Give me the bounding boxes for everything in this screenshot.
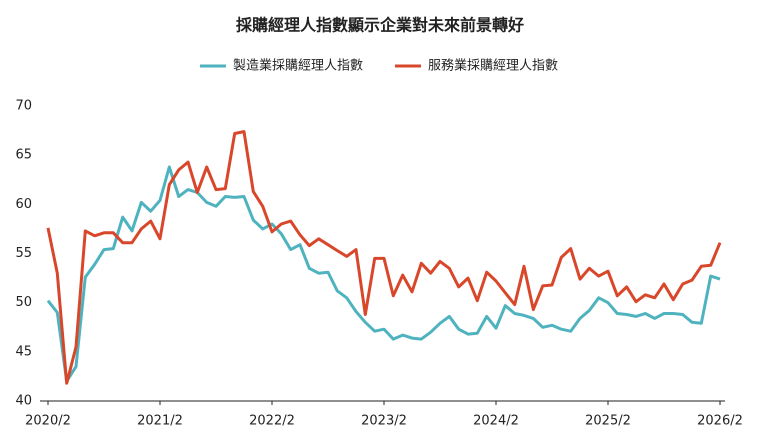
x-tick-label: 2022/2: [249, 414, 295, 429]
legend: 製造業採購經理人指數 服務業採購經理人指數: [200, 58, 558, 74]
legend-label: 服務業採購經理人指數: [428, 58, 558, 74]
x-tick-label: 2023/2: [361, 414, 407, 429]
series-line: [46, 165, 721, 383]
x-tick-label: 2020/2: [25, 414, 71, 429]
y-tick-label: 60: [15, 197, 32, 212]
y-tick-label: 70: [15, 99, 32, 114]
x-tick-label: 2024/2: [473, 414, 519, 429]
y-tick-label: 45: [15, 344, 32, 359]
chart-title: 採購經理人指數顯示企業對未來前景轉好: [236, 16, 524, 35]
x-tick-label: 2021/2: [137, 414, 183, 429]
y-tick-label: 50: [15, 295, 32, 310]
y-tick-label: 40: [15, 394, 32, 409]
x-tick-label: 2026/2: [697, 414, 743, 429]
series-line: [46, 130, 722, 385]
legend-label: 製造業採購經理人指數: [233, 58, 363, 74]
x-tick-label: 2025/2: [585, 414, 631, 429]
y-tick-label: 65: [15, 148, 32, 163]
y-tick-label: 55: [15, 246, 32, 261]
